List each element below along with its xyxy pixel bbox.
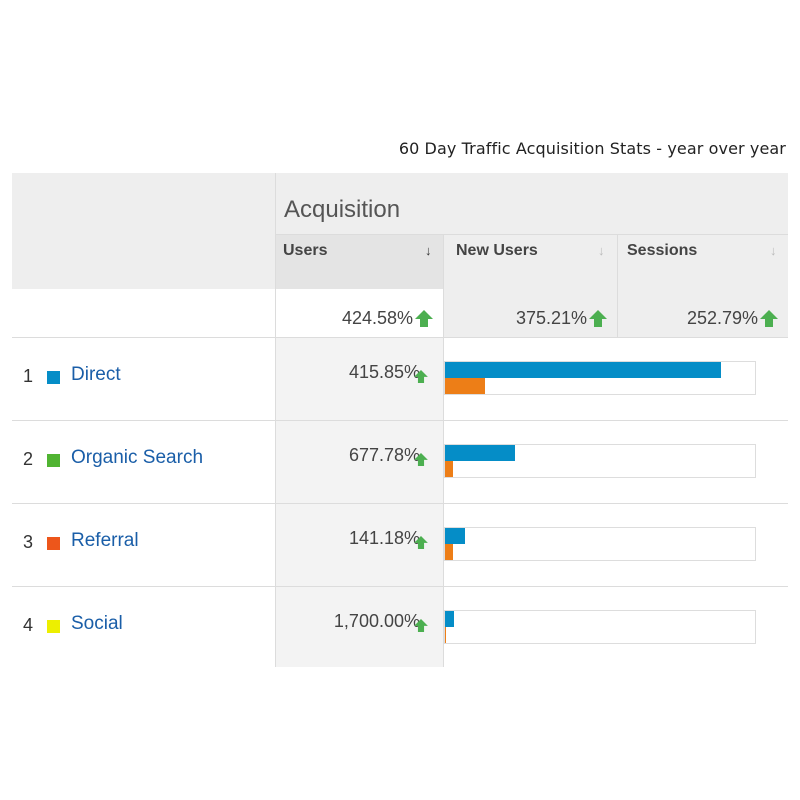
channel-link[interactable]: Referral — [71, 530, 139, 551]
up-arrow-icon — [414, 536, 428, 549]
channel-link[interactable]: Social — [71, 613, 123, 634]
up-arrow-icon — [415, 310, 433, 327]
previous-period-bar — [445, 627, 446, 643]
current-period-bar — [445, 445, 515, 461]
channel-color-swatch — [47, 371, 60, 384]
channel-color-swatch — [47, 537, 60, 550]
current-period-bar — [445, 362, 721, 378]
total-new-users: 375.21% — [443, 289, 617, 337]
users-header-background — [275, 234, 443, 289]
row-rank: 3 — [23, 532, 34, 552]
users-change-value: 677.78% — [348, 445, 420, 465]
channel-color-swatch — [47, 620, 60, 633]
channel-link[interactable]: Organic Search — [71, 447, 204, 468]
total-new-users-value: 375.21% — [515, 308, 587, 328]
channel-color-swatch — [47, 454, 60, 467]
up-arrow-icon — [414, 370, 428, 383]
previous-period-bar — [445, 378, 485, 394]
previous-period-bar — [445, 461, 453, 477]
total-sessions: 252.79% — [617, 289, 788, 337]
sessions-header-label: Sessions — [627, 242, 698, 259]
column-header-users[interactable]: Users ↓ — [275, 234, 443, 289]
metric-headers-background — [443, 234, 788, 337]
up-arrow-icon — [414, 619, 428, 632]
up-arrow-icon — [414, 453, 428, 466]
total-users: 424.58% — [275, 289, 443, 337]
sort-icon[interactable]: ↓ — [770, 243, 777, 258]
new-users-header-label: New Users — [456, 242, 538, 259]
acquisition-report-table: Acquisition Users ↓ New Users ↓ Sessions… — [12, 173, 788, 667]
comparison-bar-chart — [444, 444, 756, 478]
table-row: 2 Organic Search 677.78% — [12, 420, 788, 503]
column-header-new-users[interactable]: New Users ↓ — [443, 234, 617, 289]
users-header-label: Users — [283, 242, 328, 259]
table-row: 1 Direct 415.85% — [12, 337, 788, 420]
column-header-sessions[interactable]: Sessions ↓ — [617, 234, 788, 289]
previous-period-bar — [445, 544, 453, 560]
table-row: 4 Social 1,700.00% — [12, 586, 788, 669]
table-row: 3 Referral 141.18% — [12, 503, 788, 586]
comparison-bar-chart — [444, 610, 756, 644]
current-period-bar — [445, 611, 454, 627]
row-rank: 4 — [23, 615, 34, 635]
total-sessions-value: 252.79% — [686, 308, 758, 328]
report-caption: 60 Day Traffic Acquisition Stats - year … — [398, 139, 786, 158]
up-arrow-icon — [589, 310, 607, 327]
sort-icon[interactable]: ↓ — [598, 243, 605, 258]
comparison-bar-chart — [444, 361, 756, 395]
dimension-header-blank — [12, 173, 275, 289]
users-change-value: 141.18% — [348, 528, 420, 548]
channel-link[interactable]: Direct — [71, 364, 121, 385]
users-total-background — [275, 289, 443, 337]
users-change-value: 1,700.00% — [333, 611, 420, 631]
up-arrow-icon — [760, 310, 778, 327]
sort-descending-icon[interactable]: ↓ — [425, 243, 432, 258]
acquisition-group-title: Acquisition — [284, 196, 401, 223]
users-column-background — [275, 337, 443, 667]
current-period-bar — [445, 528, 465, 544]
comparison-bar-chart — [444, 527, 756, 561]
users-change-value: 415.85% — [348, 362, 420, 382]
total-users-value: 424.58% — [341, 308, 413, 328]
row-rank: 1 — [23, 366, 34, 386]
row-rank: 2 — [23, 449, 34, 469]
